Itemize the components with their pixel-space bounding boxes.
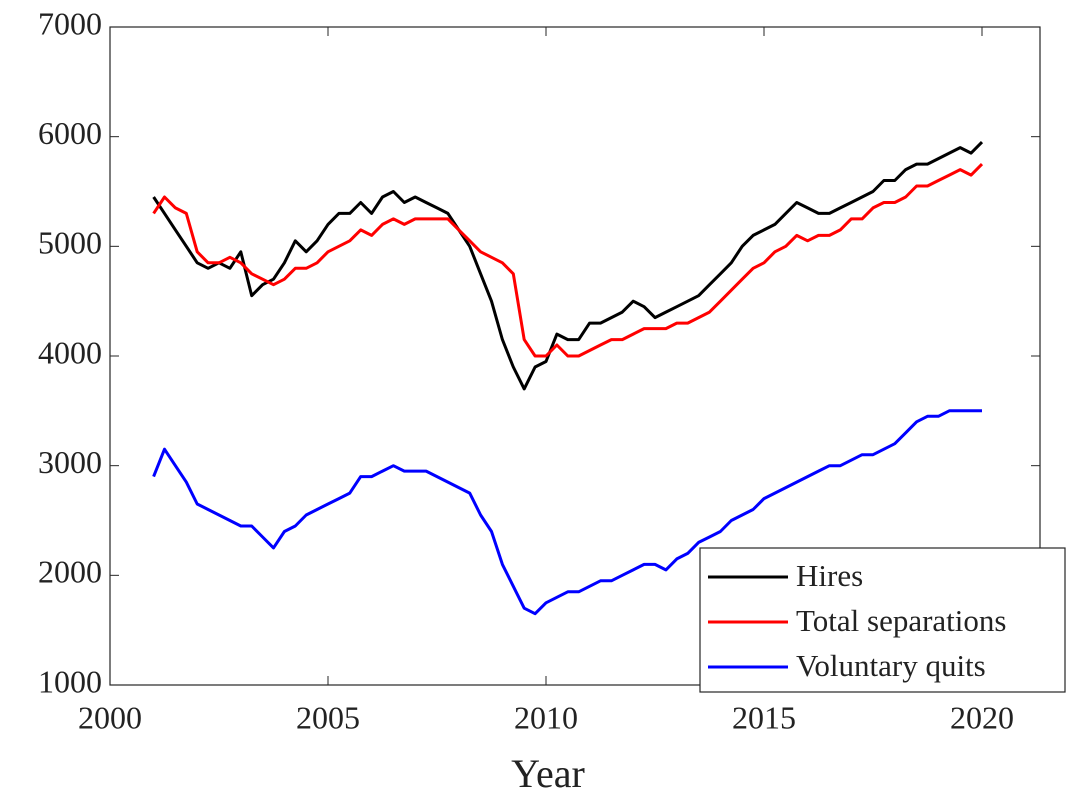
y-tick-label: 1000	[38, 663, 102, 699]
legend-label: Voluntary quits	[796, 648, 986, 683]
x-tick-label: 2020	[950, 699, 1014, 735]
y-tick-label: 6000	[38, 115, 102, 151]
y-tick-label: 3000	[38, 444, 102, 480]
line	[152, 163, 984, 358]
line	[152, 141, 984, 391]
line	[152, 409, 982, 616]
x-tick-label: 2010	[514, 699, 578, 735]
legend-label: Hires	[796, 558, 863, 593]
y-tick-label: 5000	[38, 225, 102, 261]
x-tick-label: 2000	[78, 699, 142, 735]
y-tick-label: 2000	[38, 554, 102, 590]
x-tick-label: 2005	[296, 699, 360, 735]
y-tick-label: 4000	[38, 334, 102, 370]
x-axis-label: Year	[511, 751, 585, 796]
x-tick-label: 2015	[732, 699, 796, 735]
legend-label: Total separations	[796, 603, 1006, 638]
y-tick-label: 7000	[38, 5, 102, 41]
